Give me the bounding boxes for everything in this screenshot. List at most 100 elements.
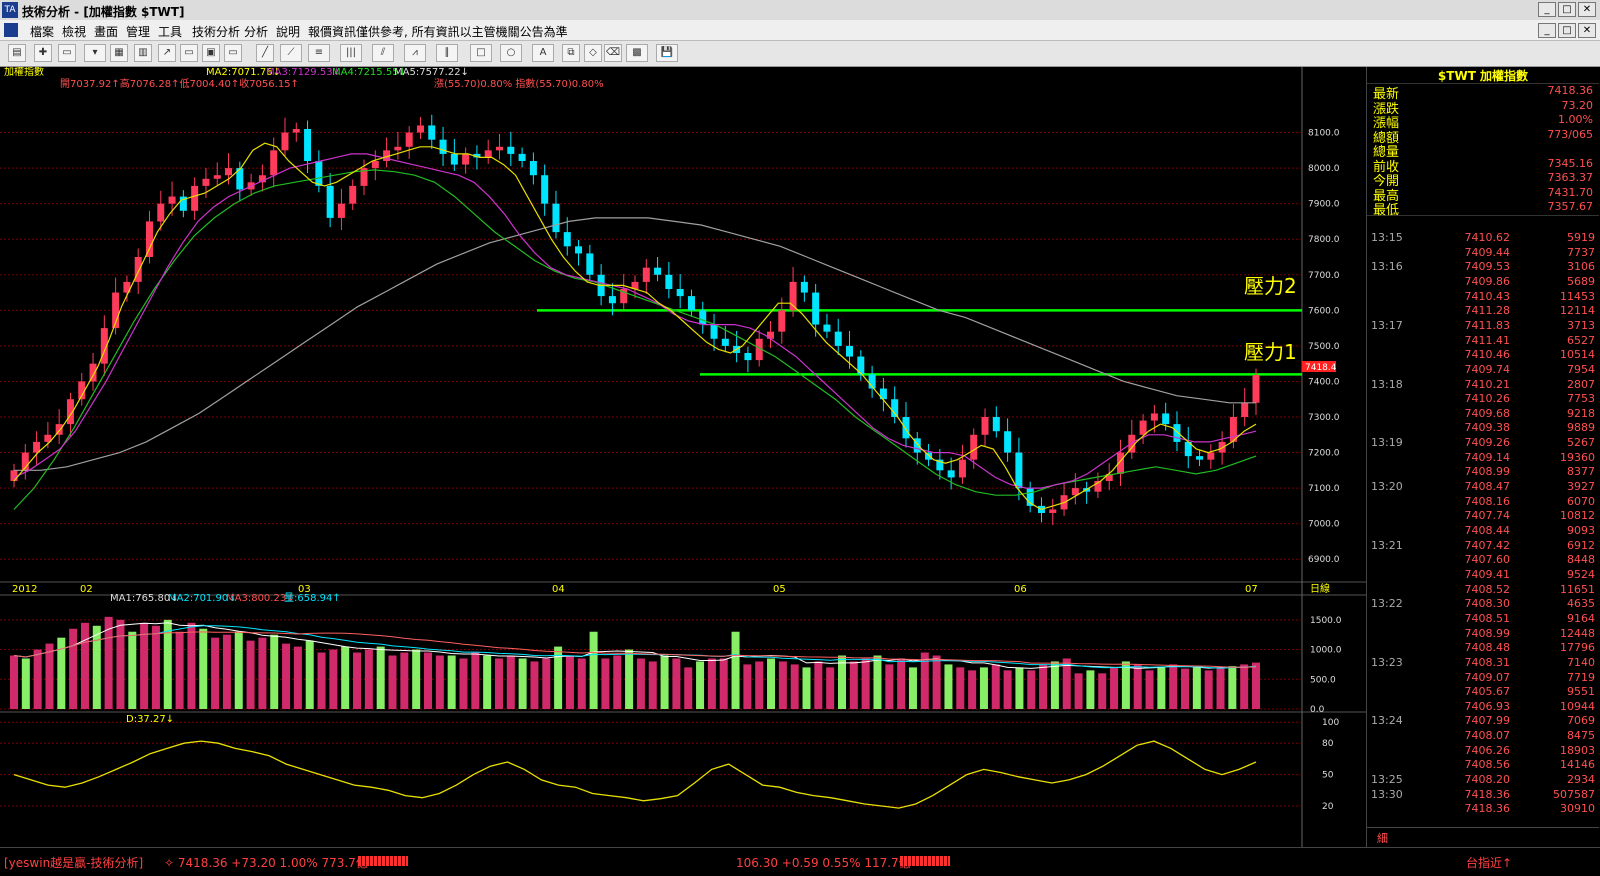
candlestick-icon[interactable]: ▥ <box>134 44 152 62</box>
channel-icon[interactable]: ∥ <box>436 44 458 62</box>
save-icon[interactable]: 💾 <box>656 44 678 62</box>
minimize-button[interactable]: _ <box>1538 2 1556 17</box>
tick-row[interactable]: 13:17 7411.83 3713 <box>1367 319 1599 334</box>
tick-volume: 7954 <box>1567 362 1595 376</box>
window-icon[interactable]: ▭ <box>58 44 76 62</box>
tick-row[interactable]: 7409.44 7737 <box>1367 246 1599 261</box>
candlestick <box>1083 481 1091 504</box>
tick-row[interactable]: 7409.14 19360 <box>1367 451 1599 466</box>
menu-help[interactable]: 說明 <box>276 25 301 39</box>
volume-tick-label: 1500.0 <box>1310 616 1342 626</box>
price-tick-label: 7700.0 <box>1308 271 1340 281</box>
price-tick-label: 7300.0 <box>1308 413 1340 423</box>
palette-icon[interactable]: ▩ <box>626 44 648 62</box>
tick-row[interactable]: 7418.36 30910 <box>1367 802 1599 817</box>
text-icon[interactable]: A <box>532 44 554 62</box>
tick-row[interactable]: 7410.46 10514 <box>1367 348 1599 363</box>
tick-row[interactable]: 7409.68 9218 <box>1367 407 1599 422</box>
tick-row[interactable]: 7407.60 8448 <box>1367 553 1599 568</box>
tick-row[interactable]: 7408.52 11651 <box>1367 583 1599 598</box>
line-chart-icon[interactable]: ↗ <box>158 44 176 62</box>
tick-row[interactable]: 13:30 7418.36 507587 <box>1367 788 1599 803</box>
tick-row[interactable]: 13:19 7409.26 5267 <box>1367 436 1599 451</box>
volume-bar <box>542 658 551 709</box>
screen-3-icon[interactable]: ▭ <box>224 44 242 62</box>
tick-row[interactable]: 13:15 7410.62 5919 <box>1367 231 1599 246</box>
tick-row[interactable]: 7408.99 8377 <box>1367 465 1599 480</box>
parallel-lines-icon[interactable]: ||| <box>340 44 362 62</box>
candle-body <box>168 196 176 204</box>
menu-analysis[interactable]: 分析 <box>244 25 269 39</box>
tick-row[interactable]: 7407.74 10812 <box>1367 509 1599 524</box>
tick-row[interactable]: 13:25 7408.20 2934 <box>1367 773 1599 788</box>
indicator-icon[interactable]: ▦ <box>110 44 128 62</box>
menu-tools[interactable]: 工具 <box>158 25 183 39</box>
layout-dropdown-icon[interactable]: ▾ <box>84 44 106 62</box>
tick-row[interactable]: 7409.86 5689 <box>1367 275 1599 290</box>
tick-row[interactable]: 7408.16 6070 <box>1367 495 1599 510</box>
close-button[interactable]: ✕ <box>1578 2 1596 17</box>
status-futures[interactable]: 台指近↑ <box>1466 856 1513 870</box>
tick-row[interactable]: 7411.28 12114 <box>1367 304 1599 319</box>
tick-row[interactable]: 7408.56 14146 <box>1367 758 1599 773</box>
fibonacci-icon[interactable]: ≡ <box>308 44 330 62</box>
tick-row[interactable]: 13:18 7410.21 2807 <box>1367 378 1599 393</box>
tick-row[interactable]: 7411.41 6527 <box>1367 334 1599 349</box>
clear-icon[interactable]: ⌫ <box>604 44 622 62</box>
ellipse-icon[interactable]: ○ <box>500 44 522 62</box>
tick-row[interactable]: 13:20 7408.47 3927 <box>1367 480 1599 495</box>
candle-body <box>541 175 549 204</box>
candle-body <box>970 434 978 460</box>
status-bar-meter-1 <box>358 856 408 866</box>
tick-row[interactable]: 13:22 7408.30 4635 <box>1367 597 1599 612</box>
tick-row[interactable]: 7408.99 12448 <box>1367 627 1599 642</box>
menu-view[interactable]: 檢視 <box>62 25 87 39</box>
tick-row[interactable]: 7408.07 8475 <box>1367 729 1599 744</box>
tick-row[interactable]: 7408.51 9164 <box>1367 612 1599 627</box>
rectangle-icon[interactable]: □ <box>470 44 492 62</box>
crosshair-icon[interactable]: ✚ <box>34 44 52 62</box>
chart-icon[interactable]: ▤ <box>8 44 26 62</box>
tick-row[interactable]: 13:23 7408.31 7140 <box>1367 656 1599 671</box>
tick-volume: 7737 <box>1567 245 1595 259</box>
last-price-tag-bg <box>1302 361 1336 372</box>
menu-file[interactable]: 檔案 <box>30 25 55 39</box>
volume-bar <box>80 622 89 709</box>
tick-row[interactable]: 7405.67 9551 <box>1367 685 1599 700</box>
tick-volume: 12114 <box>1560 304 1595 318</box>
fan-icon[interactable]: ⫽ <box>372 44 394 62</box>
copy-icon[interactable]: ⧉ <box>562 44 580 62</box>
chart-canvas[interactable]: 6900.0 7000.0 7100.0 7200.0 7300.0 7400.0 7500… <box>0 67 1366 847</box>
trendline-icon[interactable]: ⟋ <box>280 44 302 62</box>
candlestick <box>1049 498 1057 526</box>
tick-row[interactable]: 13:16 7409.53 3106 <box>1367 260 1599 275</box>
menu-screen[interactable]: 畫面 <box>94 25 119 39</box>
tick-list[interactable]: 13:15 7410.62 5919 7409.44 7737 13:16 7409.53 3… <box>1367 231 1599 831</box>
tick-row[interactable]: 7409.41 9524 <box>1367 568 1599 583</box>
maximize-button[interactable]: □ <box>1558 2 1576 17</box>
tick-row[interactable]: 7409.74 7954 <box>1367 363 1599 378</box>
screen-1-icon[interactable]: ▭ <box>180 44 198 62</box>
tick-row[interactable]: 7406.26 18903 <box>1367 744 1599 759</box>
tick-row[interactable]: 7409.07 7719 <box>1367 671 1599 686</box>
tick-price: 7406.26 <box>1464 743 1511 757</box>
child-close-button[interactable]: ✕ <box>1578 23 1596 38</box>
tick-row[interactable]: 7409.38 9889 <box>1367 421 1599 436</box>
menu-technical-analysis[interactable]: 技術分析 <box>192 25 241 39</box>
tick-row[interactable]: 7408.48 17796 <box>1367 641 1599 656</box>
tick-row[interactable]: 7410.43 11453 <box>1367 290 1599 305</box>
tick-price: 7405.67 <box>1464 685 1511 699</box>
tick-row[interactable]: 13:21 7407.42 6912 <box>1367 539 1599 554</box>
gann-icon[interactable]: ⩘ <box>404 44 426 62</box>
tick-row[interactable]: 7410.26 7753 <box>1367 392 1599 407</box>
tick-row[interactable]: 13:24 7407.99 7069 <box>1367 714 1599 729</box>
tick-row[interactable]: 7406.93 10944 <box>1367 700 1599 715</box>
child-minimize-button[interactable]: _ <box>1538 23 1556 38</box>
child-restore-button[interactable]: □ <box>1558 23 1576 38</box>
tick-row[interactable]: 7408.44 9093 <box>1367 524 1599 539</box>
screen-2-icon[interactable]: ▣ <box>202 44 220 62</box>
eraser-icon[interactable]: ◇ <box>584 44 602 62</box>
draw-line-icon[interactable]: ╱ <box>256 44 274 62</box>
menu-manage[interactable]: 管理 <box>126 25 151 39</box>
tab-detail[interactable]: 細 <box>1377 832 1388 845</box>
